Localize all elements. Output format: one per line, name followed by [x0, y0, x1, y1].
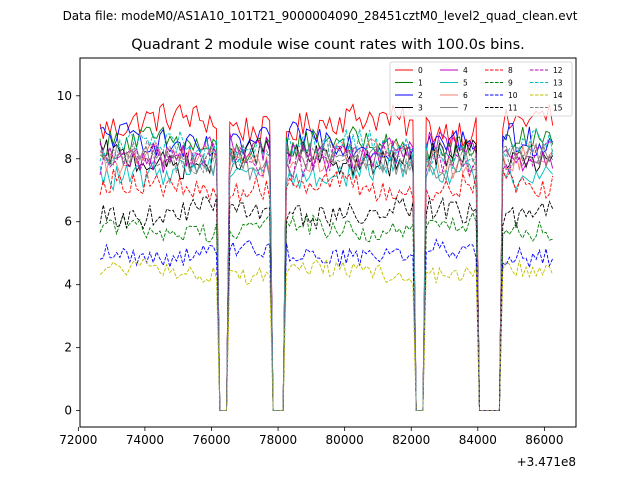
figure-suptitle: Data file: modeM0/AS1A10_101T21_90000040… [62, 9, 578, 23]
legend-label: 13 [553, 79, 563, 88]
series-line-9 [99, 211, 553, 412]
legend-label: 5 [463, 79, 468, 88]
series-line-15 [99, 139, 554, 412]
y-tick-label: 8 [64, 152, 72, 166]
legend-label: 8 [508, 66, 513, 75]
x-tick-label: 84000 [459, 433, 497, 447]
plot-background [80, 58, 576, 427]
x-tick-label: 74000 [126, 433, 164, 447]
legend-label: 11 [508, 104, 518, 113]
y-tick-label: 6 [64, 215, 72, 229]
legend-label: 6 [463, 91, 468, 100]
legend-label: 10 [508, 91, 518, 100]
x-tick-label: 80000 [326, 433, 364, 447]
series-layer [99, 102, 554, 412]
x-tick-label: 82000 [392, 433, 430, 447]
legend-label: 4 [463, 66, 468, 75]
x-tick-label: 78000 [259, 433, 297, 447]
legend-label: 9 [508, 79, 513, 88]
series-line-14 [99, 258, 554, 412]
legend-label: 1 [418, 79, 423, 88]
y-tick-label: 0 [64, 404, 72, 418]
x-tick-label: 72000 [59, 433, 97, 447]
legend-label: 0 [418, 66, 423, 75]
x-tick-label: 86000 [525, 433, 563, 447]
legend-label: 3 [418, 104, 423, 113]
legend-label: 2 [418, 91, 423, 100]
x-offset-label: +3.471e8 [517, 455, 576, 469]
series-line-11 [99, 196, 554, 412]
chart-title: Quadrant 2 module wise count rates with … [131, 37, 525, 53]
axis-layer: 72000 74000 76000 78000 80000 82000 84000 86000… [57, 89, 564, 447]
legend-box [389, 61, 573, 117]
legend-label: 7 [463, 104, 468, 113]
legend-label: 14 [553, 91, 563, 100]
y-tick-label: 10 [57, 89, 72, 103]
legend-label: 12 [553, 66, 563, 75]
legend-label: 15 [553, 104, 563, 113]
y-tick-label: 2 [64, 341, 72, 355]
x-tick-label: 76000 [192, 433, 230, 447]
plot-frame [79, 57, 577, 428]
y-tick-label: 4 [64, 278, 72, 292]
